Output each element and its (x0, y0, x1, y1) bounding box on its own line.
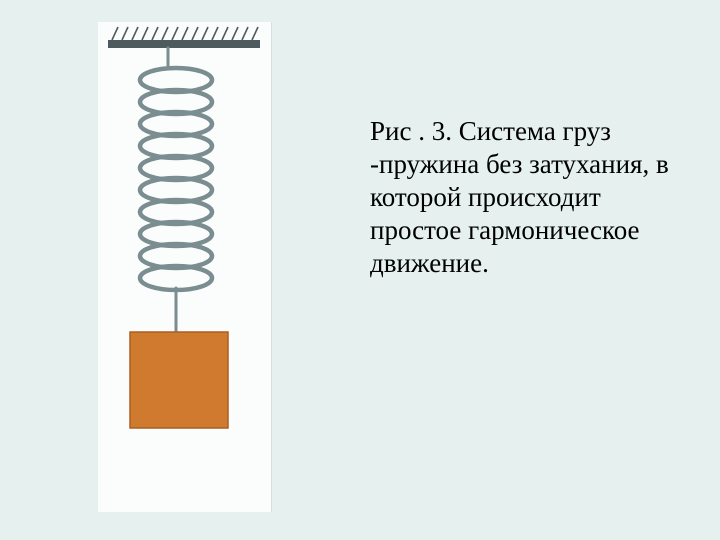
figure-caption: Рис . 3. Система груз -пружина без затух… (370, 115, 670, 280)
spring-mass-diagram (98, 22, 272, 512)
figure-panel (98, 22, 272, 512)
